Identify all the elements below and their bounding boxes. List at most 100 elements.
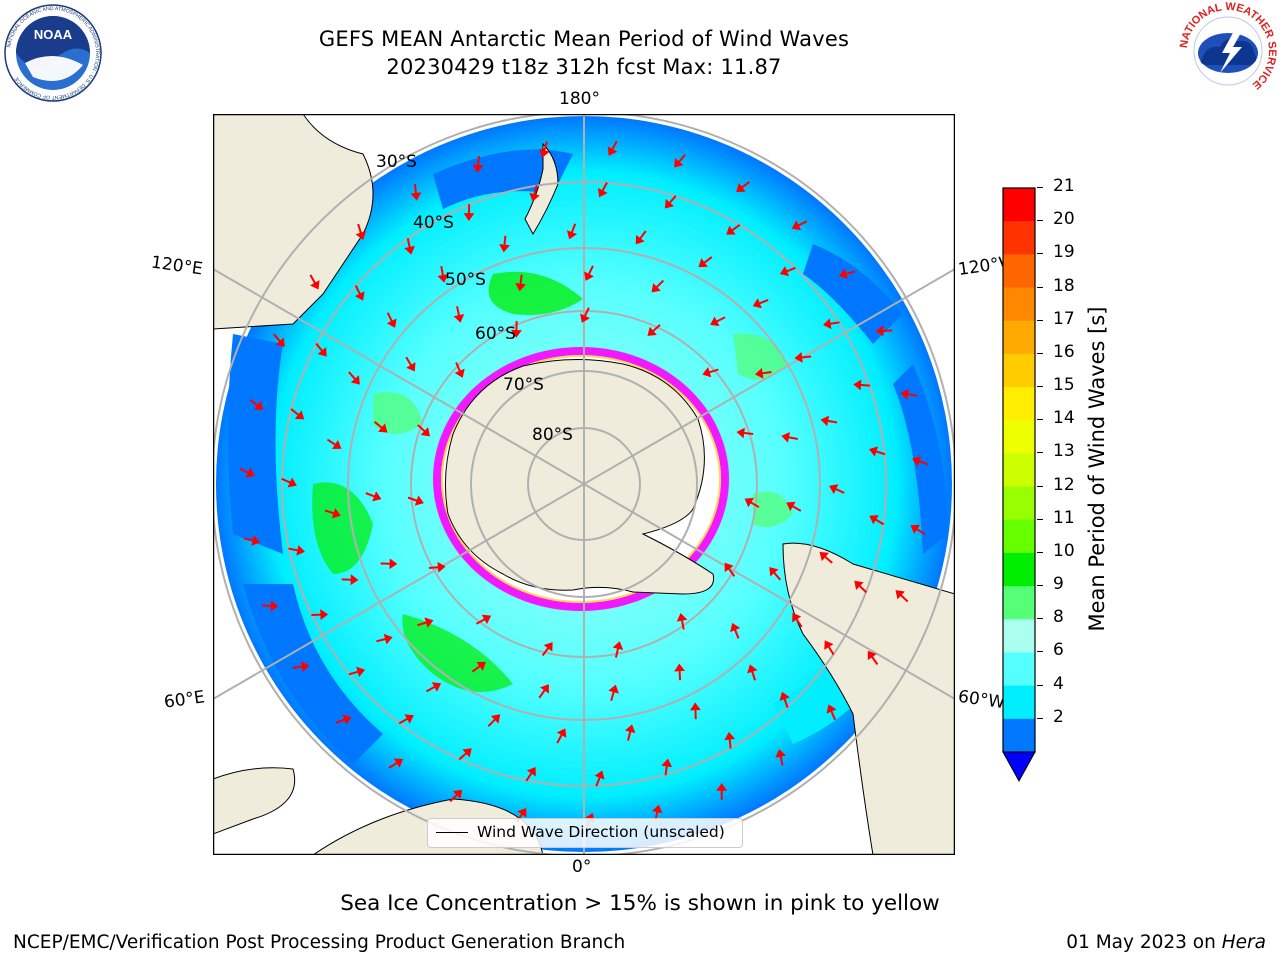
wind-arrow [912,456,929,467]
colorbar-band [1003,652,1035,687]
wind-arrow [829,484,845,495]
wind-arrow [754,367,772,379]
wind-arrow [824,640,835,656]
wind-arrow [243,535,261,546]
wind-arrow [910,524,926,535]
colorbar-tick-mark [1037,717,1043,719]
wind-arrow [710,316,726,327]
lon-label-bottom: 0° [572,857,592,877]
wind-arrow [869,515,885,526]
wind-arrow [597,182,608,198]
wind-arrow [724,562,736,577]
colorbar-tick-mark [1037,551,1043,553]
wind-arrow [529,185,540,202]
colorbar-tick-mark [1037,187,1043,188]
wind-arrow [736,427,754,439]
wind-arrow [786,501,802,512]
wind-arrow [410,183,422,201]
colorbar-tick-mark [1037,419,1043,421]
lon-label-lower-left: 60°E [162,687,207,713]
wind-arrow [373,421,388,433]
wind-arrow [292,661,310,672]
wind-arrow [386,312,397,328]
wind-arrow [458,748,472,761]
wind-arrow [736,181,750,193]
colorbar-tick-mark [1037,352,1043,354]
wind-arrow [875,325,893,337]
wind-arrow [417,424,431,437]
wind-arrow [538,684,549,699]
wind-arrow [791,220,808,231]
wind-arrow [647,324,661,336]
wind-arrow [404,238,415,255]
colorbar-band [1003,619,1035,653]
colorbar-tick-mark [1037,386,1043,388]
colorbar-band [1003,586,1035,620]
date-value: 01 May 2023 on [1066,932,1216,953]
wind-arrow [724,731,736,749]
wind-arrow [475,614,492,625]
wind-arrow [744,497,760,509]
wind-arrow [566,223,578,240]
graticule [213,114,955,855]
lat-label-30s: 30°S [376,152,417,172]
wind-arrow [315,342,327,357]
colorbar-tick-mark [1037,684,1043,686]
wind-arrow [335,714,352,725]
wind-arrow [449,789,463,803]
chart-title: GEFS MEAN Antarctic Mean Period of Wind … [318,27,850,51]
colorbar-band [1003,718,1035,753]
colorbar-tick-label: 4 [1053,673,1064,694]
wind-arrow [376,633,393,645]
colorbar-band [1003,320,1035,355]
wind-arrow [716,782,728,800]
polar-map [213,114,955,855]
colorbar-tick-mark [1037,220,1043,222]
wind-arrow [499,235,510,253]
wind-arrow [674,663,686,681]
colorbar-band [1003,486,1035,521]
colorbar-band [1003,221,1035,255]
legend-label: Wind Wave Direction (unscaled) [477,823,725,841]
wind-arrow [792,612,803,628]
colorbar-band [1003,387,1035,421]
colorbar-band [1003,188,1035,222]
wind-arrow [900,388,918,400]
wind-arrow [425,682,442,693]
wind-arrow [580,307,590,323]
new-zealand-land [524,142,559,236]
colorbar-extend-arrow [1002,751,1036,783]
colorbar-tick-mark [1037,518,1043,520]
wind-arrow [747,664,758,681]
nws-logo: NATIONAL WEATHER SERVICE [1178,1,1278,99]
wind-arrow [471,661,486,673]
lat-label-50s: 50°S [445,270,486,290]
wind-arrow [249,398,264,410]
wind-arrow [854,580,868,594]
antarctica-land [444,358,715,595]
wind-arrow [584,265,594,281]
colorbar-tick-label: 12 [1053,474,1075,495]
wind-arrow [515,274,526,292]
colorbar-tick-label: 13 [1053,441,1075,462]
wind-arrow [819,551,833,564]
wind-arrow [594,770,605,787]
wind-arrow [261,600,279,612]
wind-arrow [511,320,522,338]
wind-arrow [541,642,553,657]
wind-arrow [838,268,856,280]
colorbar-tick-mark [1037,651,1043,653]
wind-arrow [674,154,686,168]
wind-arrow [525,767,536,782]
wind-arrow [309,274,320,290]
wind-arrow [752,298,769,309]
colorbar-tick-mark [1037,585,1043,587]
wind-arrow [487,714,501,727]
colorbar-band [1003,420,1035,454]
wind-arrow [311,609,329,621]
wind-arrow [822,318,840,330]
wind-arrow [398,714,414,725]
wind-arrow [341,574,359,586]
australia-land [213,114,374,330]
wind-arrow [853,379,871,391]
